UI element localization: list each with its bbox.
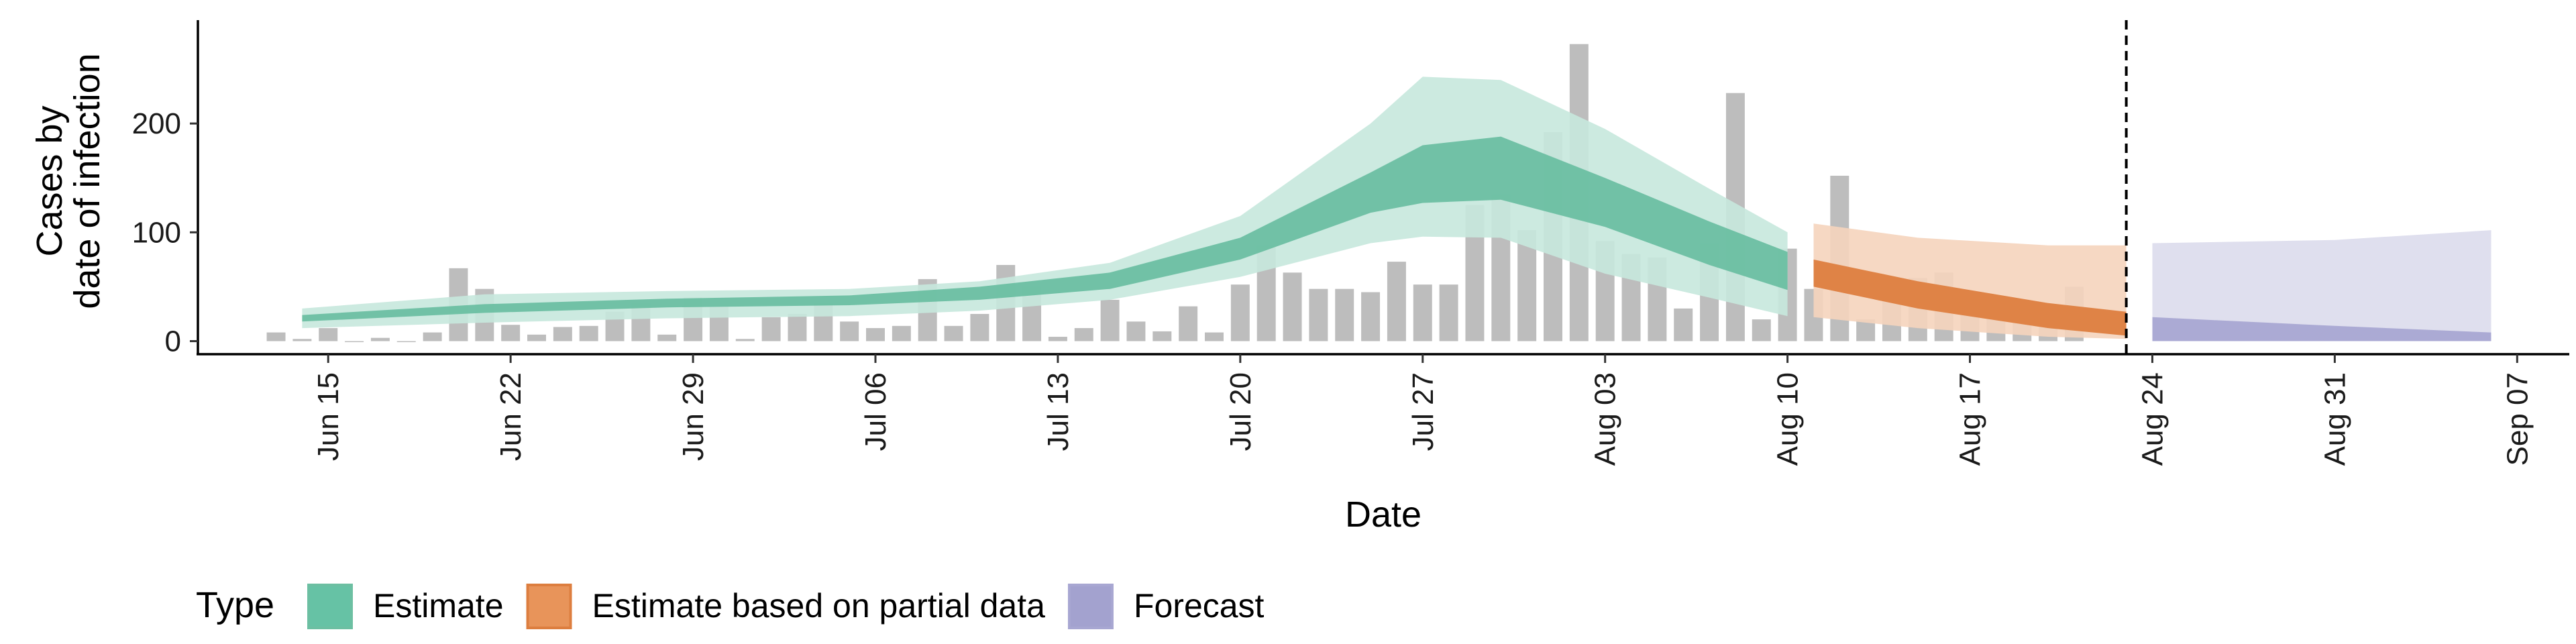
forecast-inner-band [2152, 317, 2491, 341]
case-bar [553, 327, 572, 341]
legend: Type Estimate Estimate based on partial d… [196, 584, 1265, 629]
y-axis-title-line1: Cases by [30, 105, 70, 256]
x-tick-label: Jun 29 [677, 372, 710, 461]
y-tick-label: 200 [132, 107, 181, 140]
x-tick-label: Jun 15 [312, 372, 345, 461]
case-bar [892, 325, 911, 341]
case-bar [1439, 284, 1458, 341]
x-tick-label: Sep 07 [2501, 372, 2534, 466]
case-bar [266, 332, 286, 341]
case-bar [1152, 331, 1172, 341]
case-bar [1100, 299, 1120, 341]
case-bar [1074, 328, 1093, 341]
case-bar [423, 332, 442, 341]
case-bar [396, 341, 416, 343]
case-bar [1674, 308, 1693, 341]
x-axis-title: Date [1345, 494, 1421, 535]
case-bar [866, 328, 885, 341]
case-bar [840, 321, 859, 341]
case-bar [1387, 262, 1406, 341]
x-tick-label: Jul 06 [859, 372, 892, 451]
axes [197, 20, 2569, 356]
estimate-inner-band [302, 136, 1788, 322]
case-bar [1126, 321, 1146, 341]
x-tick-label: Aug 31 [2318, 372, 2351, 466]
case-bar [1413, 284, 1432, 341]
x-tick-label: Aug 10 [1772, 372, 1805, 466]
y-axis-title-line2: date of infection [67, 53, 107, 309]
y-ticks: 0 100 200 [132, 107, 198, 358]
x-tick-label: Aug 03 [1589, 372, 1622, 466]
case-bar [788, 313, 807, 341]
case-bar [761, 317, 781, 341]
x-tick-label: Aug 17 [1954, 372, 1987, 466]
case-bar [1205, 332, 1224, 341]
case-bar [735, 339, 755, 341]
forecast-outer-band [2152, 230, 2491, 341]
y-tick-label: 0 [165, 325, 181, 358]
case-bar [319, 328, 338, 341]
x-tick-label: Aug 24 [2136, 372, 2169, 466]
case-bar [1230, 284, 1250, 341]
legend-label-forecast: Forecast [1134, 587, 1265, 625]
legend-key-estimate [307, 584, 353, 629]
x-tick-label: Jul 20 [1224, 372, 1257, 451]
estimate-bands [302, 76, 2491, 341]
case-bar [970, 313, 989, 341]
y-tick-label: 100 [132, 216, 181, 249]
case-bar [345, 341, 364, 343]
case-bar [1179, 306, 1198, 341]
case-bar [370, 337, 390, 341]
case-bar [1752, 319, 1771, 341]
legend-label-estimate-based-on-partial-data: Estimate based on partial data [592, 587, 1046, 625]
case-bar [579, 325, 598, 341]
x-tick-label: Jul 27 [1407, 372, 1440, 451]
legend-label-estimate: Estimate [373, 587, 504, 625]
case-bar [1283, 272, 1302, 341]
case-bar [292, 339, 312, 341]
x-tick-label: Jul 13 [1042, 372, 1075, 451]
case-bar [1335, 288, 1354, 341]
case-bar [527, 334, 546, 341]
legend-key-estimate-based-on-partial-data [526, 584, 572, 629]
estimate-based-on-partial-data-inner-band [1813, 259, 2127, 336]
legend-title: Type [196, 585, 274, 625]
case-bar [1048, 337, 1067, 341]
case-bar [944, 325, 963, 341]
x-tick-label: Jun 22 [494, 372, 527, 461]
x-ticks: Jun 15 Jun 22 Jun 29 Jul 06 Jul 13 Jul 20 Jul … [312, 354, 2534, 466]
estimate-outer-band [302, 76, 1788, 329]
case-bar [1309, 288, 1328, 341]
case-bar [657, 334, 677, 341]
case-bar [1361, 292, 1381, 341]
case-bar [501, 325, 521, 341]
legend-key-forecast [1067, 584, 1114, 629]
